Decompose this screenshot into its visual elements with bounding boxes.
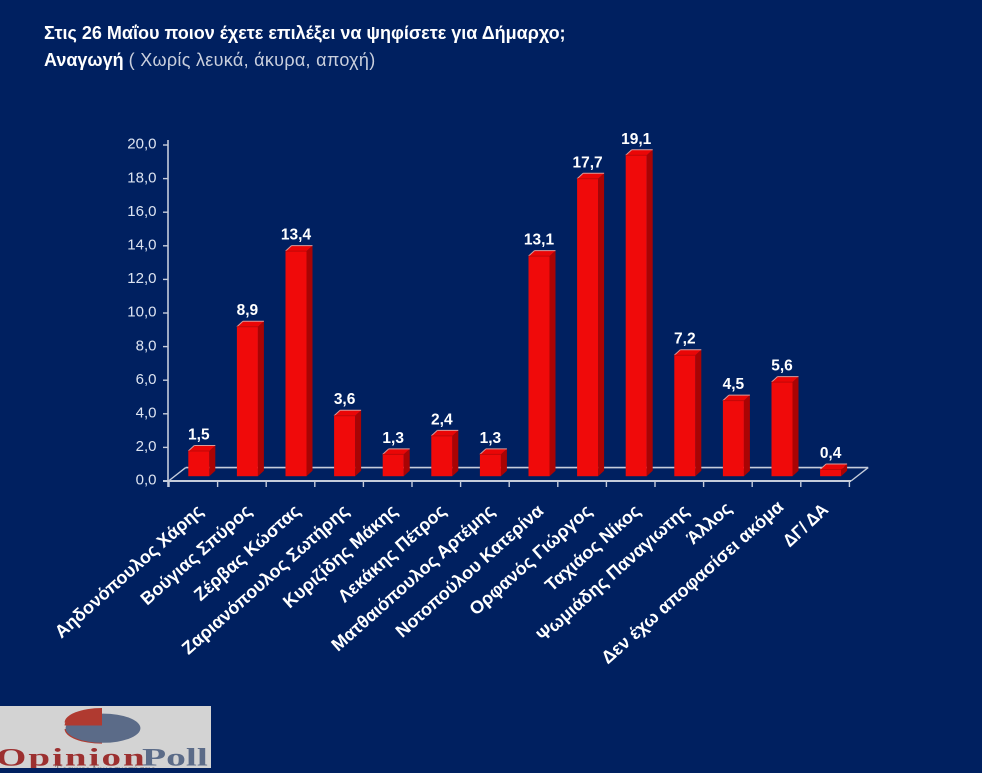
svg-text:0,4: 0,4 (820, 445, 842, 462)
svg-text:1,3: 1,3 (382, 430, 404, 447)
svg-text:13,4: 13,4 (281, 227, 312, 244)
svg-text:Poll: Poll (142, 745, 208, 768)
svg-text:3,6: 3,6 (334, 391, 356, 408)
svg-text:7,2: 7,2 (674, 331, 696, 348)
svg-text:1,3: 1,3 (480, 430, 502, 447)
svg-text:13,1: 13,1 (524, 232, 555, 249)
svg-text:ΔΓ/ ΔΑ: ΔΓ/ ΔΑ (779, 499, 832, 550)
svg-text:Έρευνες Δημοσκοπήσεις: Έρευνες Δημοσκοπήσεις (54, 765, 154, 769)
svg-text:2,0: 2,0 (136, 438, 157, 455)
svg-text:1,5: 1,5 (188, 427, 210, 444)
svg-text:8,0: 8,0 (136, 337, 157, 354)
svg-text:5,6: 5,6 (771, 358, 793, 375)
svg-text:12,0: 12,0 (127, 270, 156, 287)
svg-text:4,5: 4,5 (723, 376, 745, 393)
svg-text:Opinion: Opinion (0, 744, 147, 768)
svg-text:10,0: 10,0 (127, 304, 156, 321)
svg-text:19,1: 19,1 (621, 131, 652, 148)
svg-text:2,4: 2,4 (431, 411, 453, 428)
svg-text:20,0: 20,0 (127, 136, 156, 153)
svg-text:17,7: 17,7 (573, 154, 603, 171)
svg-text:8,9: 8,9 (237, 302, 259, 319)
svg-text:4,0: 4,0 (136, 405, 157, 422)
svg-text:6,0: 6,0 (136, 371, 157, 388)
svg-text:16,0: 16,0 (127, 203, 156, 220)
svg-text:14,0: 14,0 (127, 237, 156, 254)
svg-text:18,0: 18,0 (127, 169, 156, 186)
svg-text:0,0: 0,0 (136, 472, 157, 489)
